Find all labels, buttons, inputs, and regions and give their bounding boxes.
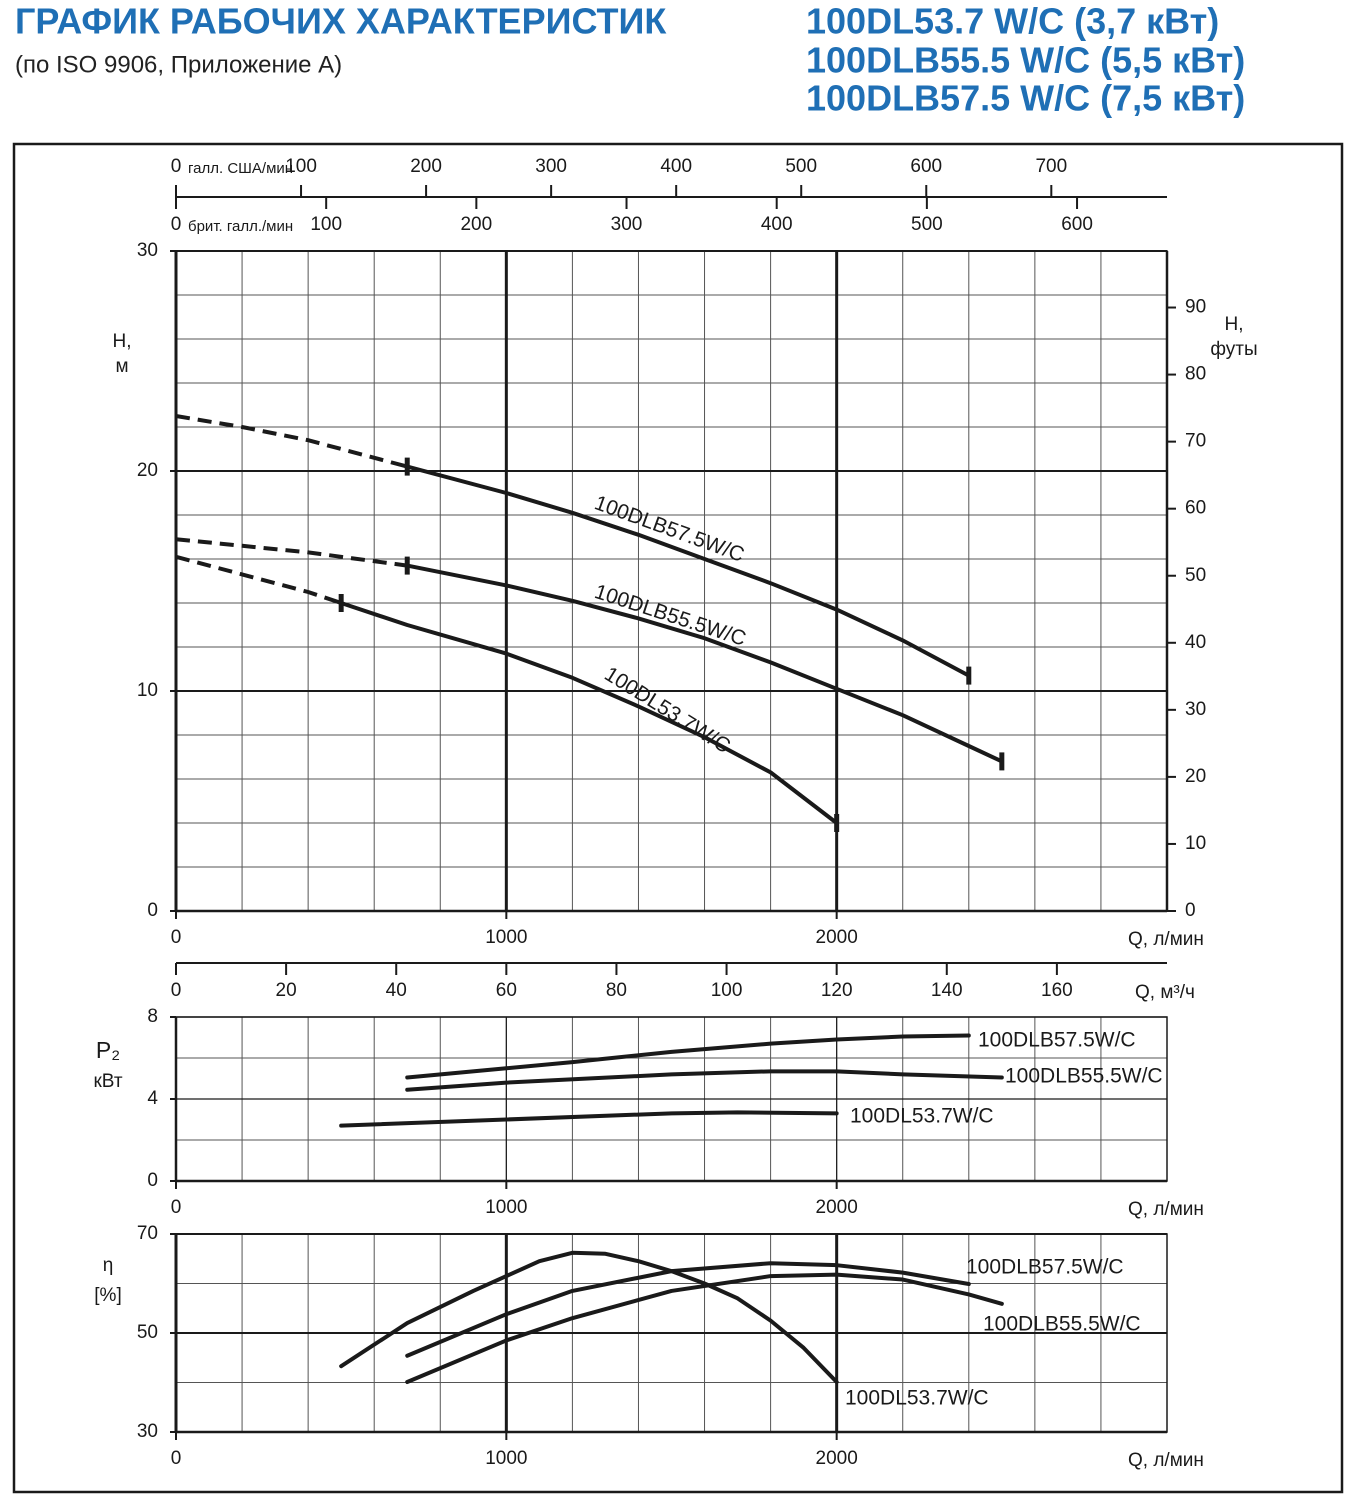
y2-tick-label: 50 xyxy=(1185,565,1206,586)
m3h-tick-label: 40 xyxy=(386,980,407,1001)
curve-label: 100DLB55.5W/C xyxy=(1005,1065,1163,1088)
y-tick-label: 0 xyxy=(147,1170,158,1191)
curve-label: 100DLB57.5W/C xyxy=(591,491,747,567)
top-tick-label: 400 xyxy=(761,214,793,235)
m3h-axis-label: Q, м³/ч xyxy=(1135,982,1195,1003)
x-tick-label: 0 xyxy=(171,927,182,948)
y-tick-label: 20 xyxy=(137,460,158,481)
title: ГРАФИК РАБОЧИХ ХАРАКТЕРИСТИК xyxy=(15,1,667,42)
top-tick-label: 500 xyxy=(911,214,943,235)
top-tick-label: 300 xyxy=(535,156,567,177)
curve xyxy=(405,1033,971,1080)
frame xyxy=(12,142,1344,1494)
top-tick-label: 700 xyxy=(1035,156,1067,177)
m3h-tick-label: 0 xyxy=(171,980,182,1001)
x-axis-label: Q, л/мин xyxy=(1128,1199,1204,1220)
curve-label: 100DLB55.5W/C xyxy=(983,1313,1141,1336)
y-axis-label: кВт xyxy=(93,1071,122,1092)
x-axis-label: Q, л/мин xyxy=(1128,1450,1204,1471)
y2-tick-label: 60 xyxy=(1185,498,1206,519)
top-tick-label: 0 xyxy=(171,156,182,177)
curve xyxy=(339,1110,839,1128)
top-tick-label: 600 xyxy=(910,156,942,177)
m3h-tick-label: 160 xyxy=(1041,980,1073,1001)
top-tick-label: 100 xyxy=(310,214,342,235)
y2-tick-label: 70 xyxy=(1185,431,1206,452)
top-tick-label: 100 xyxy=(285,156,317,177)
model: 100DLB55.5 W/C (5,5 кВт) xyxy=(806,40,1245,81)
curve-label: 100DL53.7W/C xyxy=(600,662,734,758)
curve xyxy=(175,537,1003,764)
top-tick-label: 400 xyxy=(660,156,692,177)
y2-tick-label: 80 xyxy=(1185,364,1206,385)
m3h-tick-label: 60 xyxy=(496,980,517,1001)
y2-tick-label: 10 xyxy=(1185,833,1206,854)
x-tick-label: 2000 xyxy=(816,927,858,948)
y-tick-label: 30 xyxy=(137,240,158,261)
curve xyxy=(405,1069,1004,1092)
y-axis-label: [%] xyxy=(94,1285,121,1306)
y2-tick-label: 40 xyxy=(1185,632,1206,653)
y2-tick-label: 30 xyxy=(1185,699,1206,720)
y-tick-label: 50 xyxy=(137,1322,158,1343)
y-tick-label: 4 xyxy=(147,1088,158,1109)
y-axis-label: м xyxy=(115,356,128,377)
curve xyxy=(175,414,970,678)
curve xyxy=(405,1272,1004,1385)
y2-tick-label: 20 xyxy=(1185,766,1206,787)
top-tick-label: 200 xyxy=(410,156,442,177)
plot-border xyxy=(175,250,1168,912)
y-axis-label: H, xyxy=(113,331,132,352)
curve-label: 100DL53.7W/C xyxy=(845,1387,989,1410)
top-tick-label: 200 xyxy=(460,214,492,235)
curve xyxy=(339,1250,839,1385)
y-tick-label: 30 xyxy=(137,1421,158,1442)
curve xyxy=(405,1261,971,1358)
m3h-tick-label: 100 xyxy=(711,980,743,1001)
x-tick-label: 1000 xyxy=(485,927,527,948)
curve-label: 100DLB57.5W/C xyxy=(966,1256,1124,1279)
top-tick-label: 600 xyxy=(1061,214,1093,235)
top-tick-label: 300 xyxy=(611,214,643,235)
x-axis-label: Q, л/мин xyxy=(1128,929,1204,950)
x-tick-label: 0 xyxy=(171,1197,182,1218)
curve-label: 100DL53.7W/C xyxy=(850,1105,994,1128)
y-axis-label: η xyxy=(103,1255,114,1276)
top-tick-label: 500 xyxy=(785,156,817,177)
top-axis-label: брит. галл./мин xyxy=(188,218,293,235)
y-tick-label: 8 xyxy=(147,1006,158,1027)
y-tick-label: 70 xyxy=(137,1223,158,1244)
y2-tick-label: 0 xyxy=(1185,900,1196,921)
y-tick-label: 0 xyxy=(147,900,158,921)
y2-axis-label: футы xyxy=(1210,339,1257,360)
x-tick-label: 2000 xyxy=(816,1197,858,1218)
m3h-tick-label: 20 xyxy=(276,980,297,1001)
m3h-tick-label: 80 xyxy=(606,980,627,1001)
y-tick-label: 10 xyxy=(137,680,158,701)
y2-axis-label: H, xyxy=(1225,314,1244,335)
model: 100DL53.7 W/C (3,7 кВт) xyxy=(806,1,1219,42)
top-axis-label: галл. США/мин xyxy=(188,160,293,177)
x-tick-label: 1000 xyxy=(485,1448,527,1469)
x-tick-label: 2000 xyxy=(816,1448,858,1469)
y2-tick-label: 90 xyxy=(1185,297,1206,318)
curve-label: 100DLB57.5W/C xyxy=(978,1029,1136,1052)
top-tick-label: 0 xyxy=(171,214,182,235)
x-tick-label: 1000 xyxy=(485,1197,527,1218)
m3h-tick-label: 140 xyxy=(931,980,963,1001)
m3h-tick-label: 120 xyxy=(821,980,853,1001)
x-tick-label: 0 xyxy=(171,1448,182,1469)
subtitle: (по ISO 9906, Приложение A) xyxy=(15,51,342,78)
y-axis-label: P₂ xyxy=(96,1037,120,1063)
model: 100DLB57.5 W/C (7,5 кВт) xyxy=(806,78,1245,119)
curve xyxy=(175,554,838,825)
curve-label: 100DLB55.5W/C xyxy=(592,580,749,651)
